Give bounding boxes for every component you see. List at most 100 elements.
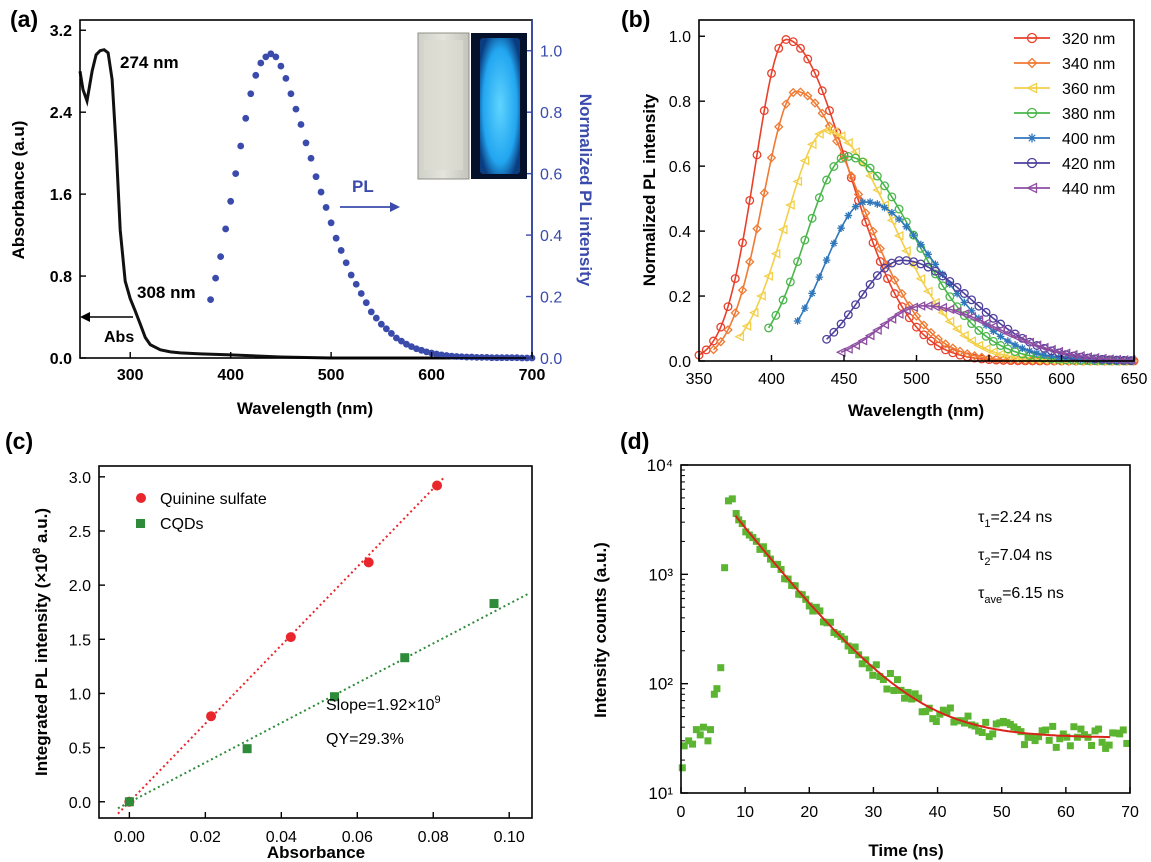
d-point xyxy=(879,676,887,684)
b-point xyxy=(1018,344,1027,353)
d-point xyxy=(1112,729,1120,737)
panel-c-legend: Quinine sulfate CQDs xyxy=(136,491,267,533)
b-point xyxy=(1060,348,1071,359)
b-point xyxy=(937,302,948,313)
panel-a-label: (a) xyxy=(10,6,38,32)
b-point xyxy=(830,239,838,248)
panel-a: (a) 300 400 500 600 7000.00.81.62.43.20.00.2… xyxy=(9,6,595,418)
b-point xyxy=(980,318,991,328)
b-point xyxy=(919,330,929,340)
pl-point xyxy=(267,50,275,58)
d-ytick-label: 10¹ xyxy=(648,784,673,803)
b-xlabel: Wavelength (nm) xyxy=(848,401,984,420)
b-point xyxy=(835,131,846,141)
b-xtick-label: 400 xyxy=(758,371,785,388)
b-point xyxy=(1067,349,1078,360)
b-point xyxy=(778,295,788,305)
b-point xyxy=(1125,355,1136,366)
b-point xyxy=(912,322,921,332)
d-point xyxy=(1109,729,1117,737)
b-point xyxy=(938,270,947,279)
b-point xyxy=(858,289,868,299)
d-point xyxy=(1010,723,1018,731)
b-point xyxy=(974,325,984,335)
d-point xyxy=(922,708,930,716)
legend-label: 360 nm xyxy=(1062,81,1115,98)
b-point xyxy=(843,344,853,354)
d-point xyxy=(1070,723,1078,731)
abs-label: Abs xyxy=(104,329,134,346)
b-point xyxy=(748,307,759,318)
b-point xyxy=(893,230,904,241)
d-point xyxy=(1066,742,1074,750)
d-point xyxy=(883,685,891,693)
b-point xyxy=(1009,331,1020,342)
c-xlabel: Absorbance xyxy=(267,843,365,862)
pl-point xyxy=(312,173,320,181)
c-point xyxy=(489,599,499,609)
legend-label: 380 nm xyxy=(1062,106,1115,123)
b-point xyxy=(919,320,929,330)
b-point xyxy=(973,315,984,325)
b-xtick-label: 600 xyxy=(1048,371,1075,388)
b-point xyxy=(738,238,747,248)
c-ytick-label: 3.0 xyxy=(69,470,91,487)
c-xtick-label: 0.02 xyxy=(190,829,221,846)
b-point xyxy=(828,126,839,137)
d-point xyxy=(901,694,909,702)
tau2-annotation: τ2=7.04 ns xyxy=(978,547,1052,568)
a-ytick-label: 0.0 xyxy=(50,351,72,368)
d-point xyxy=(858,660,866,668)
b-point xyxy=(922,286,933,297)
d-point xyxy=(728,495,736,503)
d-xtick-label: 50 xyxy=(993,804,1011,821)
b-point xyxy=(973,340,984,351)
b-point xyxy=(822,175,832,185)
b-curve-5 xyxy=(826,259,1135,362)
b-point xyxy=(944,316,955,327)
d-point xyxy=(795,590,803,598)
d-point xyxy=(707,726,715,734)
tau-ave-annotation: τave=6.15 ns xyxy=(978,585,1064,606)
b-ytick-label: 0.6 xyxy=(669,159,691,176)
d-point xyxy=(1088,741,1096,749)
b-point xyxy=(865,280,875,289)
d-point xyxy=(992,720,1000,728)
d-point xyxy=(1017,728,1025,736)
b-point xyxy=(902,222,911,231)
b-point xyxy=(1076,355,1085,364)
c-xtick-label: 0.08 xyxy=(418,829,449,846)
d-point xyxy=(1006,720,1014,728)
b-point xyxy=(829,327,839,337)
d-xtick-label: 60 xyxy=(1057,804,1075,821)
b-point xyxy=(777,224,788,235)
inset-photo xyxy=(417,32,527,180)
a-ytick-label: 2.4 xyxy=(50,105,72,122)
c-point xyxy=(432,480,443,491)
d-point xyxy=(742,528,750,536)
b-point xyxy=(1075,351,1085,361)
d-point xyxy=(851,643,859,651)
d-point xyxy=(911,690,919,698)
b-point xyxy=(981,331,991,341)
b-point xyxy=(872,271,882,280)
d-point xyxy=(971,722,979,730)
b-point xyxy=(844,211,853,220)
legend-marker xyxy=(1026,82,1038,94)
pl-point xyxy=(337,247,345,254)
b-point xyxy=(770,248,781,259)
pl-point xyxy=(438,351,445,359)
d-point xyxy=(929,715,937,723)
b-point xyxy=(767,68,776,78)
b-point xyxy=(756,291,766,301)
d-point xyxy=(805,602,813,610)
b-point xyxy=(730,274,740,284)
d-xtick-label: 20 xyxy=(800,804,818,821)
b-point xyxy=(959,289,969,298)
b-point xyxy=(815,273,824,281)
b-point xyxy=(959,309,969,319)
pl-point xyxy=(342,259,350,267)
a-ylabel: Absorbance (a.u) xyxy=(9,121,28,260)
d-point xyxy=(830,628,838,636)
b-point xyxy=(890,275,900,285)
